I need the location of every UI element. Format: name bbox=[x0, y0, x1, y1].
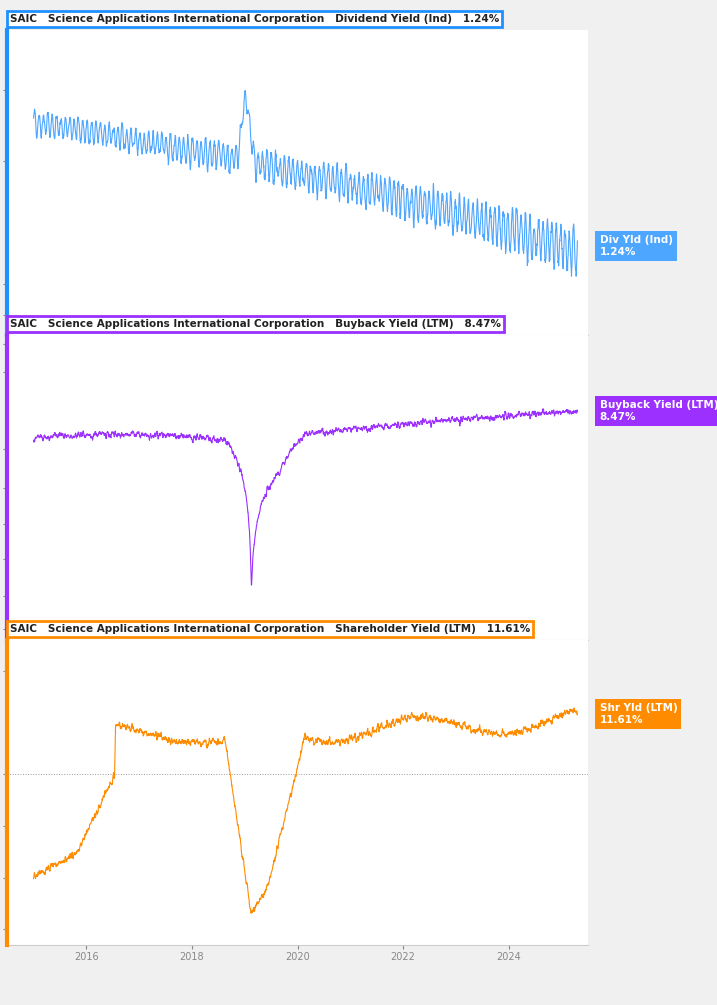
Text: Shr Yld (LTM)
11.61%: Shr Yld (LTM) 11.61% bbox=[599, 704, 678, 725]
Text: Buyback Yield (LTM)
8.47%: Buyback Yield (LTM) 8.47% bbox=[599, 400, 717, 422]
Text: SAIC   Science Applications International Corporation   Dividend Yield (Ind)   1: SAIC Science Applications International … bbox=[10, 14, 499, 24]
Text: SAIC   Science Applications International Corporation   Buyback Yield (LTM)   8.: SAIC Science Applications International … bbox=[10, 319, 501, 329]
Text: Div Yld (Ind)
1.24%: Div Yld (Ind) 1.24% bbox=[599, 235, 673, 257]
Text: SAIC   Science Applications International Corporation   Shareholder Yield (LTM) : SAIC Science Applications International … bbox=[10, 624, 531, 634]
